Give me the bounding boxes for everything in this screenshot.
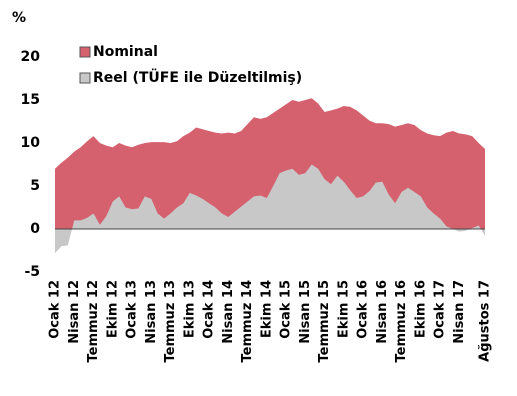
x-tick-label: Ekim 16 — [413, 280, 428, 338]
y-tick-label: -5 — [24, 264, 40, 280]
x-tick-label: Nisan 14 — [221, 280, 236, 344]
x-tick-label: Ağustos 17 — [478, 280, 493, 362]
x-tick-label: Ekim 14 — [259, 280, 274, 338]
x-tick-label: Ekim 12 — [105, 280, 120, 338]
x-tick-label: Temmuz 15 — [317, 280, 332, 363]
x-tick-label: Ocak 14 — [202, 280, 217, 339]
legend-label: Reel (TÜFE ile Düzeltilmiş) — [93, 68, 302, 86]
y-tick-label: 10 — [21, 135, 41, 151]
y-tick-label: 0 — [30, 221, 40, 237]
x-tick-label: Temmuz 13 — [163, 280, 178, 363]
x-tick-label: Temmuz 12 — [86, 280, 101, 363]
x-tick-label: Ocak 12 — [48, 280, 63, 339]
y-tick-label: 20 — [21, 49, 41, 65]
x-tick-label: Ekim 13 — [182, 280, 197, 338]
x-tick-label: Nisan 15 — [298, 280, 313, 344]
x-tick-label: Nisan 13 — [144, 280, 159, 344]
y-tick-label: 15 — [21, 92, 40, 108]
x-tick-label: Nisan 17 — [452, 280, 467, 344]
x-tick-label: Ocak 17 — [433, 280, 448, 339]
x-tick-label: Ocak 16 — [356, 280, 371, 339]
x-tick-label: Temmuz 16 — [394, 280, 409, 363]
x-tick-label: Ocak 13 — [125, 280, 140, 339]
x-tick-label: Nisan 12 — [67, 280, 82, 344]
x-tick-label: Temmuz 14 — [240, 280, 255, 363]
legend-marker — [79, 72, 91, 84]
x-tick-label: Nisan 16 — [375, 280, 390, 344]
x-tick-label: Ekim 15 — [336, 280, 351, 338]
x-tick-label: Ocak 15 — [279, 280, 294, 339]
area — [55, 164, 485, 254]
y-axis-label: % — [12, 10, 26, 26]
legend-label: Nominal — [93, 44, 158, 60]
y-tick-label: 5 — [30, 178, 40, 194]
legend-marker — [79, 46, 91, 58]
